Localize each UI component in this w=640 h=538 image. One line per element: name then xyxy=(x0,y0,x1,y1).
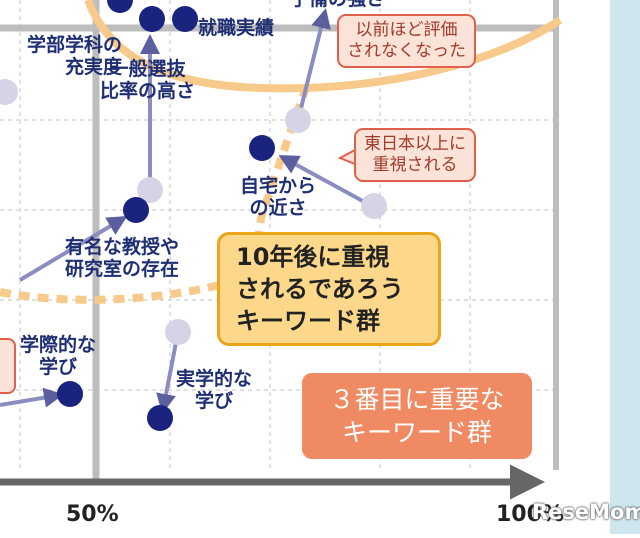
label-interdisciplinary: 学際的な 学び xyxy=(20,334,97,378)
dot-general-origin xyxy=(137,177,163,203)
label-faculty: 学部学科の 充実度 xyxy=(26,34,122,78)
keyword-box-future: 10年後に重視 されるであろう キーワード群 xyxy=(217,232,441,346)
dot-general-selection xyxy=(139,6,165,32)
dot-proximity xyxy=(249,135,275,161)
dot-practical-origin xyxy=(165,319,191,345)
dot-top-partial xyxy=(107,0,133,13)
callout-partial-left xyxy=(0,338,16,394)
brand-logo: ReseMom xyxy=(532,500,640,524)
ring-top xyxy=(84,0,563,93)
label-proximity: 自宅から の近さ xyxy=(240,175,317,219)
dot-less-valued-origin xyxy=(285,107,311,133)
arrows xyxy=(0,8,371,414)
callout-pointer-2 xyxy=(337,148,356,166)
ring-dashed xyxy=(0,88,309,304)
dot-employment xyxy=(172,6,198,32)
dot-faculty xyxy=(0,79,18,105)
label-partial-top: 子備の強さ xyxy=(290,0,385,10)
label-general-selection: 一般選抜 比率の高さ xyxy=(100,58,196,102)
dot-proximity-origin xyxy=(361,193,387,219)
label-employment: 就職実績 xyxy=(198,17,275,39)
callout-less-valued: 以前ほど評価 されなくなった xyxy=(337,14,476,68)
dot-interdisciplinary xyxy=(57,381,83,407)
x-tick-100: 100% xyxy=(496,502,564,527)
callout-east-japan: 東日本以上に 重視される xyxy=(354,128,476,182)
x-tick-50: 50% xyxy=(66,502,119,527)
data-points xyxy=(0,0,387,431)
side-strip xyxy=(610,0,640,534)
keyword-box-third: ３番目に重要な キーワード群 xyxy=(302,373,532,459)
label-practical: 実学的な 学び xyxy=(176,368,253,412)
dot-professor xyxy=(123,197,149,223)
label-professor: 有名な教授や 研究室の存在 xyxy=(65,236,180,280)
dot-practical xyxy=(147,405,173,431)
